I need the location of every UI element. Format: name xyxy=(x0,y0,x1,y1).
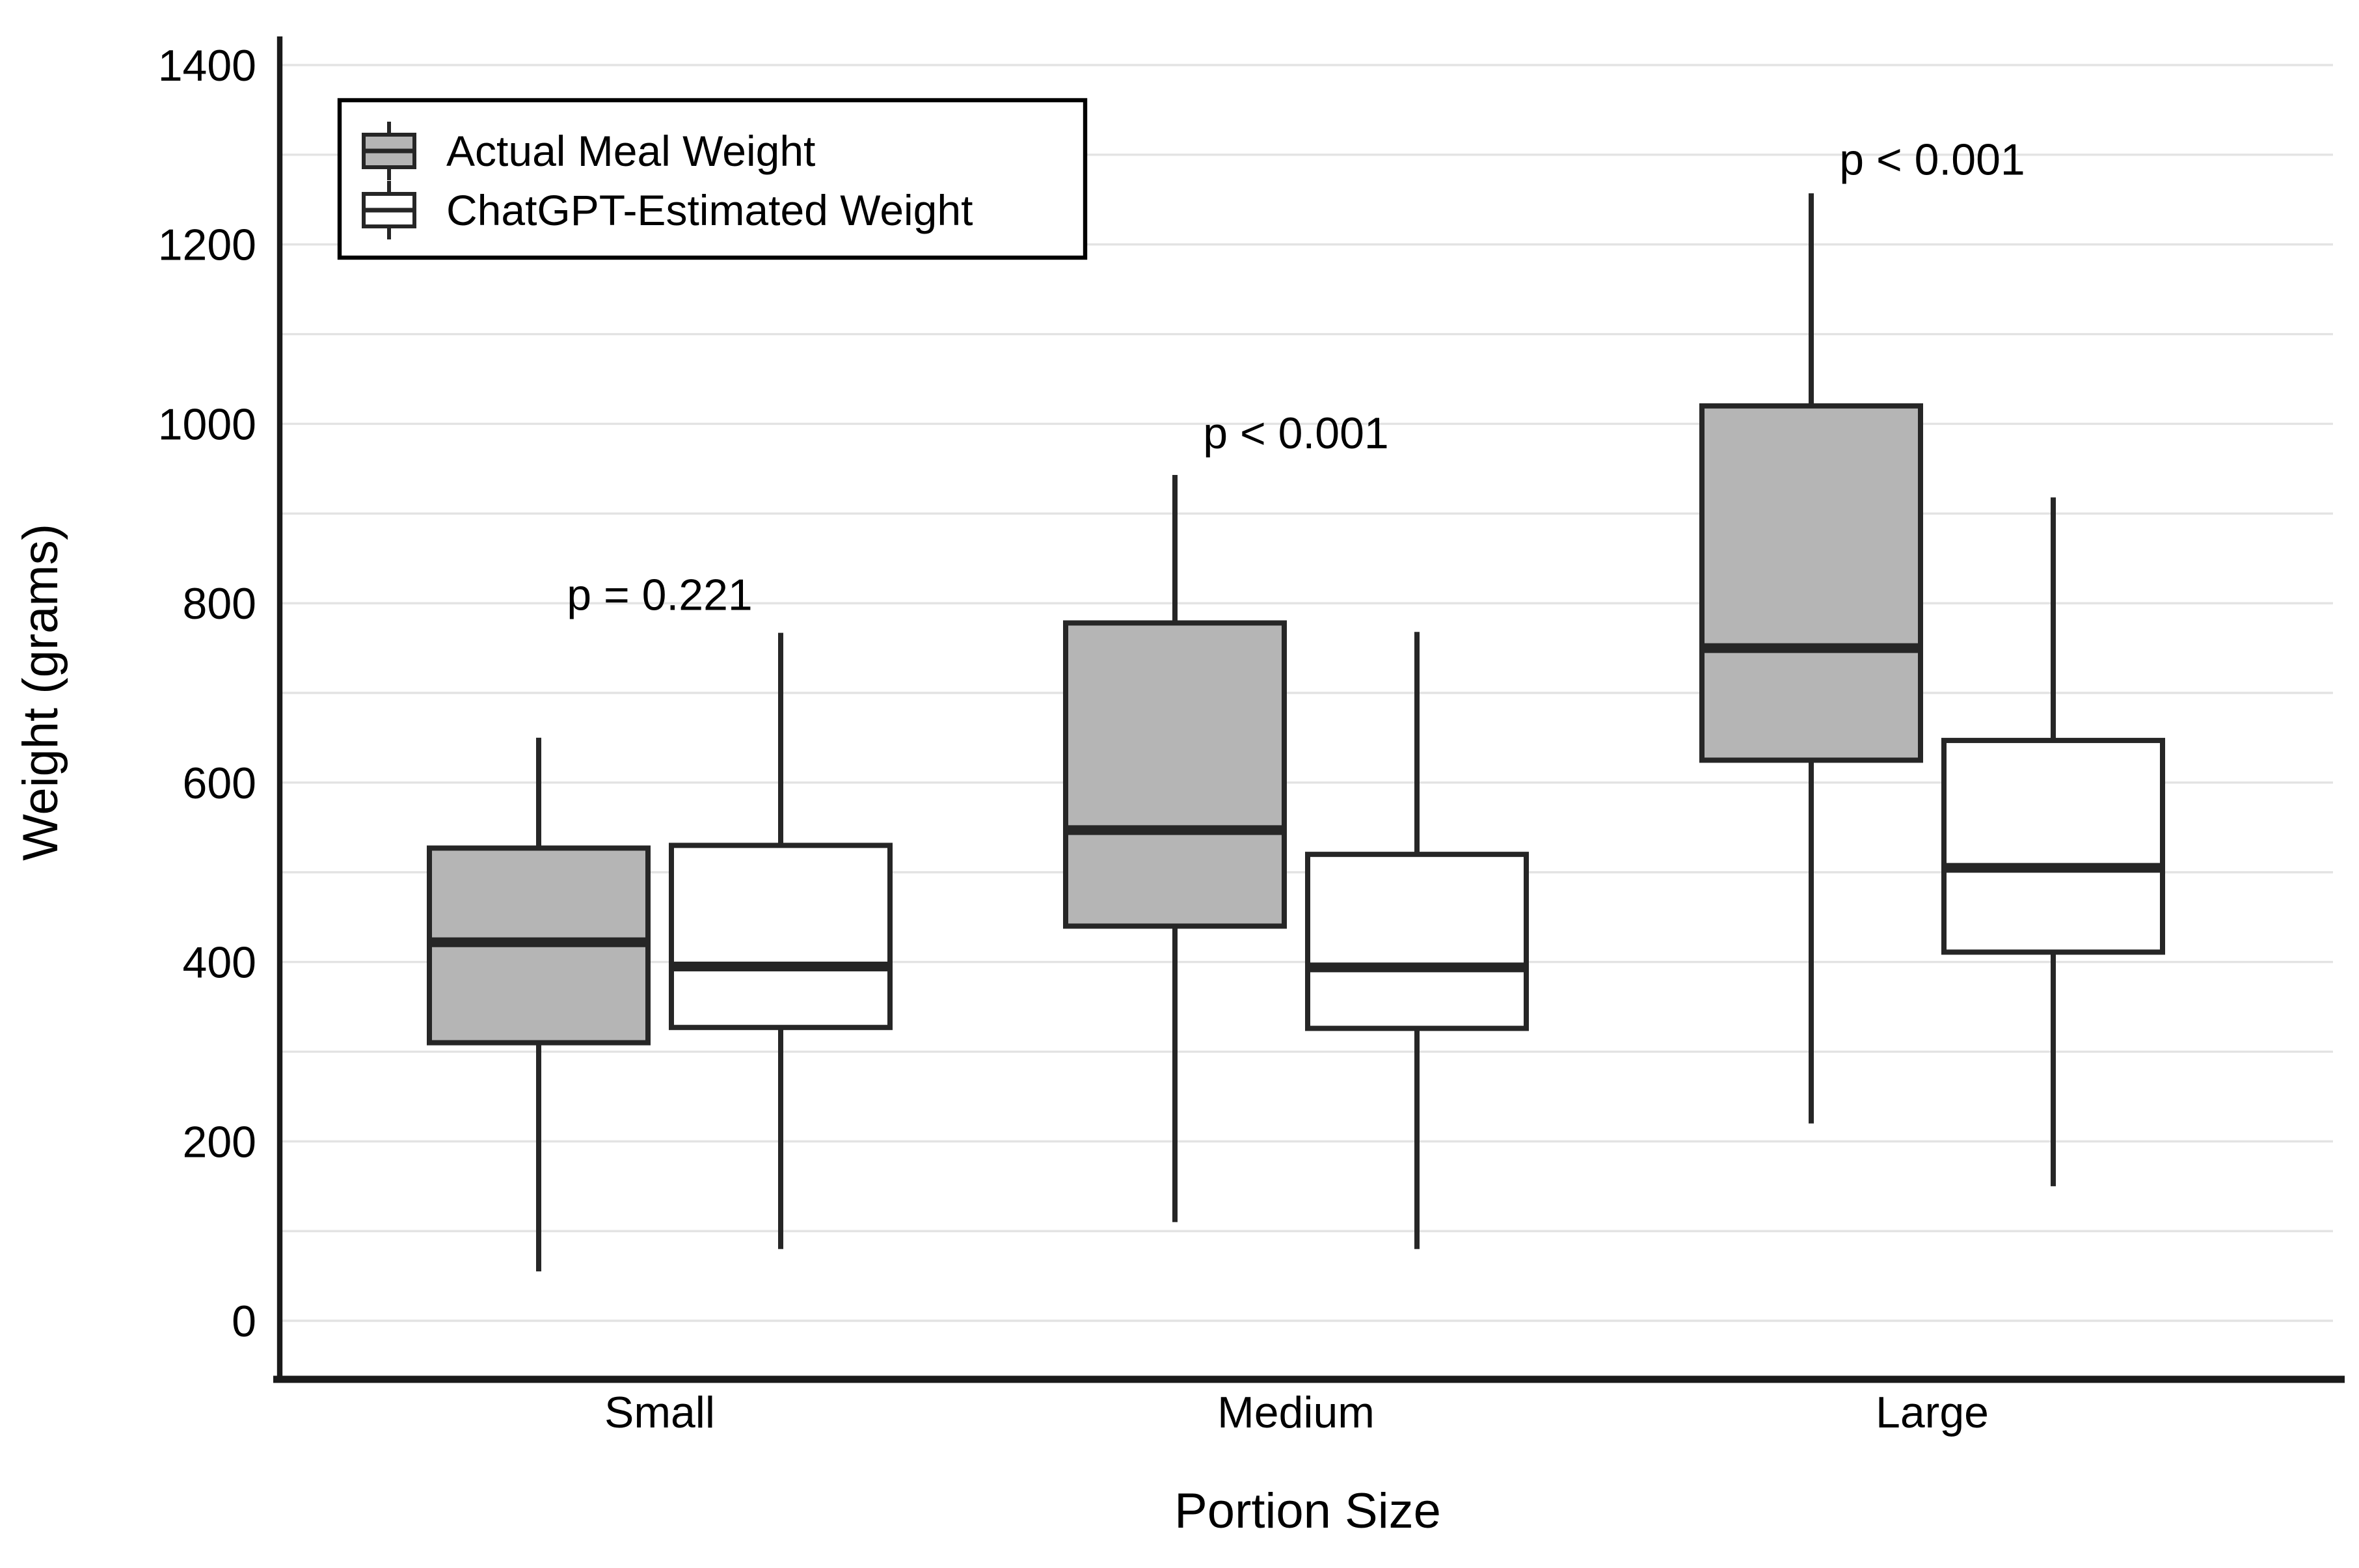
iqr-box xyxy=(1699,403,1923,763)
legend-label-actual: Actual Meal Weight xyxy=(446,127,815,175)
y-tick-label: 1200 xyxy=(158,221,256,270)
x-tick-label-medium: Medium xyxy=(1217,1388,1375,1437)
box-chatgpt-estimated-medium xyxy=(1305,632,1529,1249)
box-actual-medium xyxy=(1063,475,1287,1223)
box-chatgpt-estimated-small xyxy=(669,632,893,1249)
iqr-box xyxy=(1305,852,1529,1031)
legend-key-actual-icon xyxy=(362,122,416,180)
iqr-box xyxy=(1063,620,1287,929)
p-value-large: p < 0.001 xyxy=(1839,135,2025,185)
y-tick-label: 1400 xyxy=(158,41,256,90)
legend-key-estimated-icon xyxy=(362,181,416,239)
x-axis-title: Portion Size xyxy=(1174,1483,1441,1539)
x-tick-label-small: Small xyxy=(604,1388,715,1437)
iqr-box xyxy=(669,843,893,1031)
y-axis-title: Weight (grams) xyxy=(13,524,68,861)
iqr-box xyxy=(1941,738,2165,955)
legend-border xyxy=(337,98,1088,260)
y-tick-label: 400 xyxy=(183,938,256,988)
y-tick-labels: 0 200 400 600 800 1000 1200 1400 xyxy=(158,41,256,1346)
box-actual-small xyxy=(427,737,651,1272)
y-tick-label: 0 xyxy=(232,1297,256,1346)
axes xyxy=(273,36,2345,1383)
boxplots xyxy=(427,193,2165,1272)
y-tick-label: 600 xyxy=(183,759,256,808)
y-tick-label: 1000 xyxy=(158,399,256,449)
y-tick-label: 200 xyxy=(183,1117,256,1167)
p-value-medium: p < 0.001 xyxy=(1203,409,1388,458)
p-value-annotations: p = 0.221 p < 0.001 p < 0.001 xyxy=(567,135,2025,620)
legend-label-estimated: ChatGPT-Estimated Weight xyxy=(446,186,973,234)
x-tick-label-large: Large xyxy=(1876,1388,1989,1437)
p-value-small: p = 0.221 xyxy=(567,570,752,619)
box-actual-large xyxy=(1699,193,1923,1124)
legend: Actual Meal Weight ChatGPT-Estimated Wei… xyxy=(337,98,1088,260)
y-tick-label: 800 xyxy=(183,579,256,629)
box-chatgpt-estimated-large xyxy=(1941,497,2165,1187)
